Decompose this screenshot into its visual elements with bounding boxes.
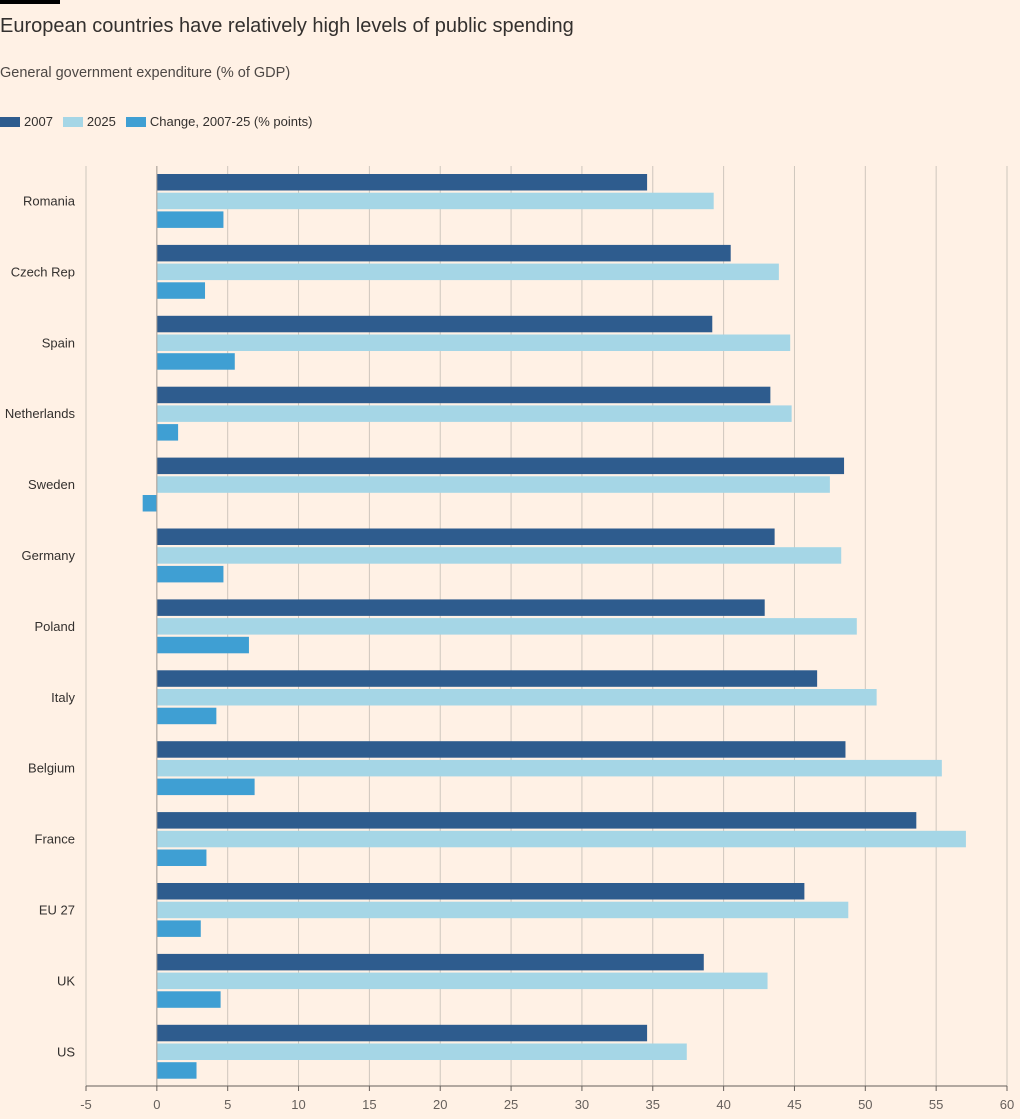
category-label-eu-27: EU 27 — [39, 902, 75, 917]
legend-swatch-change — [125, 116, 146, 127]
bar-belgium-change-2007-25-points — [156, 778, 255, 796]
category-label-spain: Spain — [42, 335, 75, 350]
bar-sweden-2007 — [156, 457, 845, 475]
legend-swatch-2007 — [0, 116, 20, 127]
bar-us-2007 — [156, 1024, 648, 1042]
bar-uk-2025 — [156, 972, 768, 990]
bar-sweden-change-2007-25-points — [142, 495, 157, 512]
tick-label: 45 — [787, 1097, 801, 1112]
tick-label: 35 — [646, 1097, 660, 1112]
bar-romania-change-2007-25-points — [156, 211, 224, 228]
bar-czech-rep-2025 — [156, 263, 779, 281]
bar-spain-2025 — [156, 334, 791, 351]
bar-germany-2025 — [156, 547, 842, 564]
category-label-uk: UK — [57, 973, 75, 988]
bar-belgium-2025 — [156, 759, 942, 777]
tick-label: -5 — [80, 1097, 92, 1112]
chart-title: European countries have relatively high … — [0, 15, 574, 37]
tick-label: 30 — [575, 1097, 589, 1112]
tick-label: 15 — [362, 1097, 376, 1112]
bar-us-change-2007-25-points — [156, 1062, 197, 1079]
tick-label: 40 — [716, 1097, 730, 1112]
bar-spain-2007 — [156, 315, 713, 333]
tick-label: 20 — [433, 1097, 447, 1112]
bar-czech-rep-2007 — [156, 244, 731, 262]
bar-belgium-2007 — [156, 741, 846, 758]
category-label-italy: Italy — [51, 690, 75, 705]
bar-france-2007 — [156, 812, 917, 829]
tick-label: 55 — [929, 1097, 943, 1112]
bars — [142, 166, 966, 1086]
bar-france-2025 — [156, 830, 966, 848]
bar-poland-2007 — [156, 599, 765, 616]
tick-label: 25 — [504, 1097, 518, 1112]
bar-france-change-2007-25-points — [156, 849, 207, 866]
bar-uk-change-2007-25-points — [156, 991, 221, 1008]
bar-germany-change-2007-25-points — [156, 565, 224, 583]
bar-italy-change-2007-25-points — [156, 707, 217, 725]
legend: 2007 2025 Change, 2007-25 (% points) — [0, 114, 322, 129]
chart-subtitle: General government expenditure (% of GDP… — [0, 65, 291, 81]
bar-romania-2007 — [156, 174, 648, 191]
legend-item-2025: 2025 — [62, 114, 116, 129]
legend-label-2025: 2025 — [86, 114, 116, 129]
tick-label: 60 — [1000, 1097, 1014, 1112]
bar-netherlands-2025 — [156, 405, 792, 422]
category-label-czech-rep: Czech Rep — [11, 264, 75, 279]
category-label-poland: Poland — [35, 619, 75, 634]
tick-label: 5 — [224, 1097, 231, 1112]
category-label-france: France — [35, 832, 75, 847]
tick-label: 10 — [291, 1097, 305, 1112]
category-label-germany: Germany — [22, 548, 76, 563]
bar-poland-change-2007-25-points — [156, 636, 249, 654]
legend-swatch-2025 — [62, 116, 83, 127]
category-label-romania: Romania — [23, 193, 76, 208]
bar-sweden-2025 — [156, 476, 830, 493]
legend-item-2007: 2007 — [0, 114, 53, 129]
category-label-netherlands: Netherlands — [5, 406, 76, 421]
category-label-sweden: Sweden — [28, 477, 75, 492]
bar-romania-2025 — [156, 192, 714, 210]
top-rule — [0, 0, 60, 4]
bar-netherlands-2007 — [156, 386, 771, 404]
bar-eu-27-2007 — [156, 883, 805, 900]
bar-germany-2007 — [156, 528, 775, 545]
bar-eu-27-change-2007-25-points — [156, 920, 201, 937]
legend-label-2007: 2007 — [24, 114, 53, 129]
bar-uk-2007 — [156, 953, 704, 971]
bar-italy-2025 — [156, 689, 877, 706]
tick-label: 50 — [858, 1097, 872, 1112]
legend-item-change: Change, 2007-25 (% points) — [125, 114, 313, 129]
bar-eu-27-2025 — [156, 901, 849, 919]
bar-italy-2007 — [156, 670, 818, 687]
x-axis: -5 0 5 10 15 20 25 30 35 40 45 50 55 60 — [80, 1085, 1014, 1112]
category-label-us: US — [57, 1044, 75, 1059]
category-label-belgium: Belgium — [28, 761, 75, 776]
bar-netherlands-change-2007-25-points — [156, 424, 179, 441]
bar-czech-rep-change-2007-25-points — [156, 282, 206, 299]
tick-label: 0 — [153, 1097, 160, 1112]
category-labels: Romania Czech Rep Spain Netherlands Sweden Ge… — [5, 193, 76, 1059]
bar-spain-change-2007-25-points — [156, 353, 235, 370]
bar-us-2025 — [156, 1043, 687, 1060]
bar-poland-2025 — [156, 618, 857, 635]
legend-label-change: Change, 2007-25 (% points) — [149, 114, 313, 129]
